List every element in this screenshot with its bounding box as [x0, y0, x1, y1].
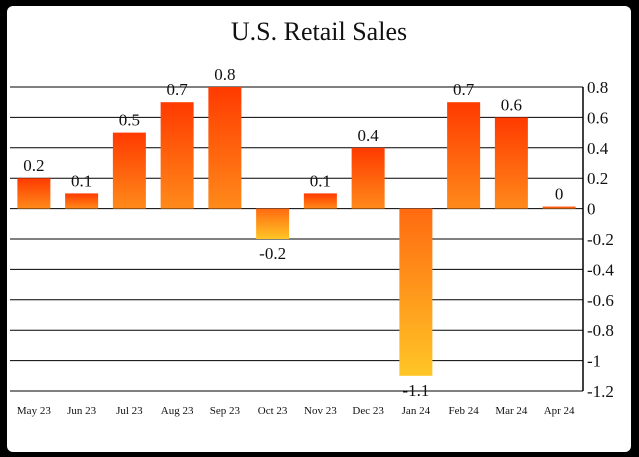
x-category-label: Apr 24 [544, 405, 575, 417]
bars [17, 87, 576, 376]
data-label: 0.1 [71, 171, 92, 190]
data-labels: 0.2 0.1 0.5 0.7 0.8 -0.2 0.1 0.4 -1.1 0.7 0.6 0 [23, 65, 563, 400]
chart-frame: U.S. Retail Sales 0.2 0.1 0.5 0.7 0.8 -0.2 0.1… [7, 6, 631, 452]
x-category-label: Sep 23 [210, 405, 241, 417]
data-label: 0.5 [119, 111, 140, 130]
data-label: -1.1 [402, 381, 429, 400]
x-category-label: Nov 23 [304, 405, 337, 417]
x-category-label: Mar 24 [495, 405, 528, 417]
y-tick-label: 0.8 [587, 78, 608, 97]
data-label: 0.6 [501, 95, 522, 114]
bar [351, 147, 385, 209]
y-tick-label: 0.6 [587, 108, 608, 127]
bar [208, 87, 242, 209]
bar [494, 117, 528, 209]
bar [447, 102, 481, 209]
gridlines [10, 86, 584, 392]
x-category-label: Feb 24 [449, 405, 480, 417]
bar [399, 208, 433, 376]
y-tick-label: 0.4 [587, 139, 609, 158]
x-category-label: Jun 23 [67, 405, 97, 417]
data-label: 0.1 [310, 171, 331, 190]
bar [542, 206, 576, 209]
chart-svg: U.S. Retail Sales 0.2 0.1 0.5 0.7 0.8 -0.2 0.1… [10, 17, 614, 417]
x-category-label: Oct 23 [258, 405, 288, 417]
data-label: 0.8 [214, 65, 235, 84]
y-tick-label: -0.6 [587, 291, 614, 310]
data-label: 0 [555, 185, 564, 204]
y-tick-label: 0 [587, 200, 596, 219]
x-category-label: Dec 23 [352, 405, 384, 417]
bar [17, 178, 51, 209]
x-axis-categories: May 23 Jun 23 Jul 23 Aug 23 Sep 23 Oct 23 Nov … [17, 405, 575, 417]
x-category-label: Jan 24 [402, 405, 431, 417]
x-category-label: Aug 23 [161, 405, 194, 417]
y-tick-label: -1.2 [587, 382, 614, 401]
y-tick-label: -1 [587, 352, 601, 371]
bar [160, 102, 194, 209]
bar [65, 193, 99, 209]
y-axis-ticks: 0.8 0.6 0.4 0.2 0 -0.2 -0.4 -0.6 -0.8 -1 -1.2 [587, 78, 614, 401]
data-label: 0.7 [167, 80, 189, 99]
y-tick-label: -0.2 [587, 230, 614, 249]
x-category-label: May 23 [17, 405, 51, 417]
y-tick-label: -0.8 [587, 321, 614, 340]
data-label: -0.2 [259, 244, 286, 263]
data-label: 0.4 [358, 126, 380, 145]
y-tick-label: -0.4 [587, 260, 614, 279]
x-category-label: Jul 23 [116, 405, 143, 417]
data-label: 0.2 [23, 156, 44, 175]
bar [256, 208, 290, 239]
bar [303, 193, 337, 209]
bar [112, 132, 146, 209]
data-label: 0.7 [453, 80, 475, 99]
chart-title: U.S. Retail Sales [231, 17, 407, 46]
y-tick-label: 0.2 [587, 169, 608, 188]
